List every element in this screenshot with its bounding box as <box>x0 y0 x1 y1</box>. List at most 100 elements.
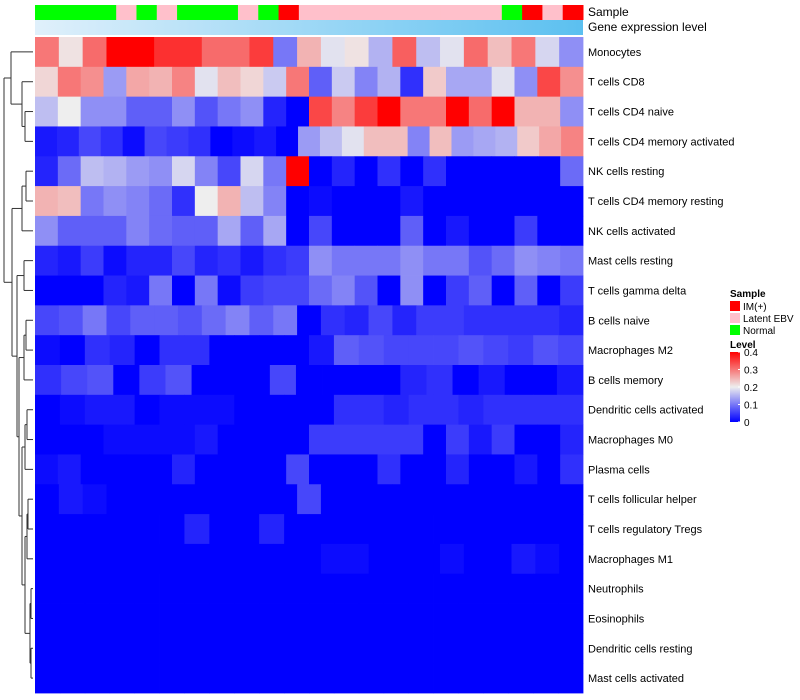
heatmap-cell <box>309 96 333 127</box>
heatmap-cell <box>320 305 346 336</box>
heatmap-cell <box>433 633 459 664</box>
heatmap-cell <box>309 186 333 217</box>
heatmap-cell <box>535 37 560 68</box>
heatmap-cell <box>537 66 561 98</box>
heatmap-cell <box>483 394 509 426</box>
row-label: Dendritic cells resting <box>588 643 693 655</box>
heatmap-cell <box>358 633 385 664</box>
heatmap-cell <box>446 66 470 98</box>
heatmap-cell <box>446 186 470 217</box>
heatmap-cell <box>35 603 61 634</box>
heatmap-cell <box>191 365 219 396</box>
heatmap-cell <box>331 66 356 98</box>
heatmap-cell <box>284 394 310 426</box>
heatmap-cell <box>309 156 333 187</box>
heatmap-cell <box>184 603 210 634</box>
heatmap-cell <box>263 424 287 455</box>
heatmap-cell <box>172 96 196 127</box>
heatmap-cell <box>126 275 150 306</box>
heatmap-cell <box>35 484 60 515</box>
heatmap-cell <box>130 305 155 336</box>
heatmap-cell <box>433 603 459 634</box>
heatmap-cell <box>80 275 104 306</box>
heatmap-cell <box>533 335 559 366</box>
heatmap-cell <box>126 66 150 98</box>
heatmap-cell <box>416 484 441 515</box>
heatmap-cell <box>423 96 447 127</box>
heatmap-cell <box>383 335 410 366</box>
heatmap-cell <box>269 365 297 396</box>
row-label: T cells CD4 naive <box>588 107 674 119</box>
heatmap-cell <box>533 633 559 664</box>
heatmap-cell <box>217 454 241 485</box>
heatmap-cell <box>358 514 385 545</box>
legend-level-colorbar <box>730 352 740 422</box>
heatmap-cell <box>149 215 173 247</box>
heatmap-cell <box>440 305 465 336</box>
heatmap-cell <box>225 484 250 515</box>
heatmap-cell <box>558 663 584 694</box>
heatmap-cell <box>80 245 104 276</box>
legend-level-title: Level <box>730 340 756 351</box>
heatmap-cell <box>106 305 131 336</box>
heatmap-cell <box>535 543 560 575</box>
heatmap-cells <box>35 37 584 694</box>
heatmap-cell <box>533 514 559 545</box>
heatmap-cell <box>56 126 80 157</box>
heatmap-cell <box>201 484 227 515</box>
sample-annotation-cell <box>359 5 381 20</box>
heatmap-cell <box>533 603 559 634</box>
heatmap-cell <box>320 37 346 68</box>
heatmap-cell <box>254 126 277 157</box>
sample-annotation-cell <box>75 5 97 20</box>
heatmap-cell <box>134 335 160 366</box>
sample-annotation-cell <box>298 5 320 20</box>
heatmap-cell <box>408 514 434 545</box>
heatmap-cell <box>166 126 189 157</box>
heatmap-cell <box>333 394 360 426</box>
heatmap-cell <box>263 156 287 187</box>
heatmap-cell <box>433 335 459 366</box>
row-label: Neutrophils <box>588 584 644 596</box>
heatmap-cell <box>530 365 558 396</box>
heatmap-cell <box>309 245 333 276</box>
heatmap-cell <box>286 186 310 217</box>
heatmap-cell <box>433 394 459 426</box>
heatmap-cell <box>297 543 322 575</box>
heatmap-cell <box>184 335 210 366</box>
sample-annotation-cell <box>339 5 361 20</box>
heatmap-cell <box>297 37 322 68</box>
heatmap-cell <box>225 543 250 575</box>
heatmap-cell <box>240 275 264 306</box>
heatmap-cell <box>80 66 104 98</box>
row-label: NK cells resting <box>588 166 664 178</box>
heatmap-cell <box>80 186 104 217</box>
heatmap-cell <box>249 37 274 68</box>
heatmap-cell <box>556 365 584 396</box>
sample-annotation-cell <box>562 5 584 20</box>
heatmap-cell <box>423 454 447 485</box>
heatmap-cell <box>559 37 584 68</box>
heatmap-cell <box>80 424 104 455</box>
heatmap-cell <box>491 156 515 187</box>
heatmap-cell <box>194 156 219 187</box>
heatmap-cell <box>80 156 104 187</box>
heatmap-cell <box>84 603 111 634</box>
heatmap-cell <box>59 335 86 366</box>
heatmap-cell <box>113 365 140 396</box>
heatmap-cell <box>514 245 538 276</box>
heatmap-cell <box>194 66 219 98</box>
heatmap-cell <box>446 96 470 127</box>
heatmap-cell <box>172 275 196 306</box>
heatmap-cell <box>263 66 287 98</box>
legend-swatch-latent <box>730 313 740 323</box>
heatmap-cell <box>84 663 111 694</box>
heatmap-cell <box>423 275 447 306</box>
sample-annotation-cell <box>156 5 178 20</box>
heatmap-cell <box>58 543 84 575</box>
heatmap-cell <box>184 514 210 545</box>
heatmap-cell <box>57 245 82 276</box>
heatmap-cell <box>217 275 241 306</box>
heatmap-cell <box>508 603 534 634</box>
heatmap-cell <box>184 633 210 664</box>
